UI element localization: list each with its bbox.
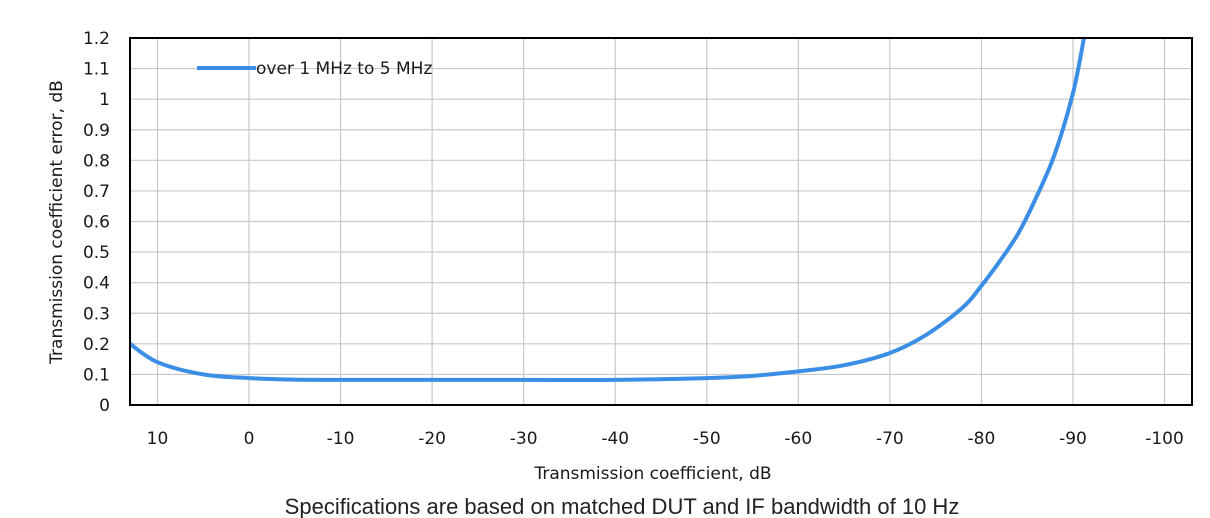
- y-tick-label: 0.3: [83, 304, 110, 324]
- x-axis-title: Transmission coefficient, dB: [533, 464, 771, 484]
- y-tick-label: 0.6: [83, 213, 110, 233]
- plot-frame: [129, 37, 1193, 406]
- tick-labels: 0 0.1 0.2 0.3 0.4 0.5 0.6 0.7 0.8 0.9 1 1.1 1.2 10 0 -1…: [83, 29, 1184, 449]
- y-tick-label: 0: [99, 396, 110, 416]
- y-tick-label: 0.7: [83, 182, 110, 202]
- y-tick-label: 0.1: [83, 365, 110, 385]
- y-tick-label: 1: [99, 90, 110, 110]
- x-tick-label: -70: [876, 429, 904, 449]
- series-layer: [128, 37, 1086, 383]
- y-tick-label: 0.8: [83, 151, 110, 171]
- x-tick-label: -20: [418, 429, 446, 449]
- x-tick-label: -10: [327, 429, 355, 449]
- series-line: [128, 37, 1086, 383]
- x-tick-label: -50: [693, 429, 721, 449]
- x-tick-label: 10: [147, 429, 169, 449]
- x-tick-label: -80: [968, 429, 996, 449]
- y-tick-label: 1.1: [83, 60, 110, 80]
- x-tick-label: -90: [1059, 429, 1087, 449]
- y-tick-label: 1.2: [83, 29, 110, 49]
- x-tick-label: -100: [1145, 429, 1184, 449]
- legend: over 1 MHz to 5 MHz: [197, 59, 432, 79]
- y-tick-label: 0.4: [83, 274, 110, 294]
- x-tick-label: -40: [601, 429, 629, 449]
- x-tick-label: -60: [784, 429, 812, 449]
- y-tick-label: 0.5: [83, 243, 110, 263]
- y-tick-label: 0.9: [83, 121, 110, 141]
- x-tick-label: -30: [510, 429, 538, 449]
- y-tick-label: 0.2: [83, 335, 110, 355]
- x-tick-label: 0: [244, 429, 255, 449]
- grid-lines: [130, 37, 1192, 406]
- y-axis-title: Transmission coefficient error, dB: [47, 80, 67, 365]
- legend-label: over 1 MHz to 5 MHz: [256, 59, 432, 79]
- figure-caption: Specifications are based on matched DUT …: [285, 494, 960, 518]
